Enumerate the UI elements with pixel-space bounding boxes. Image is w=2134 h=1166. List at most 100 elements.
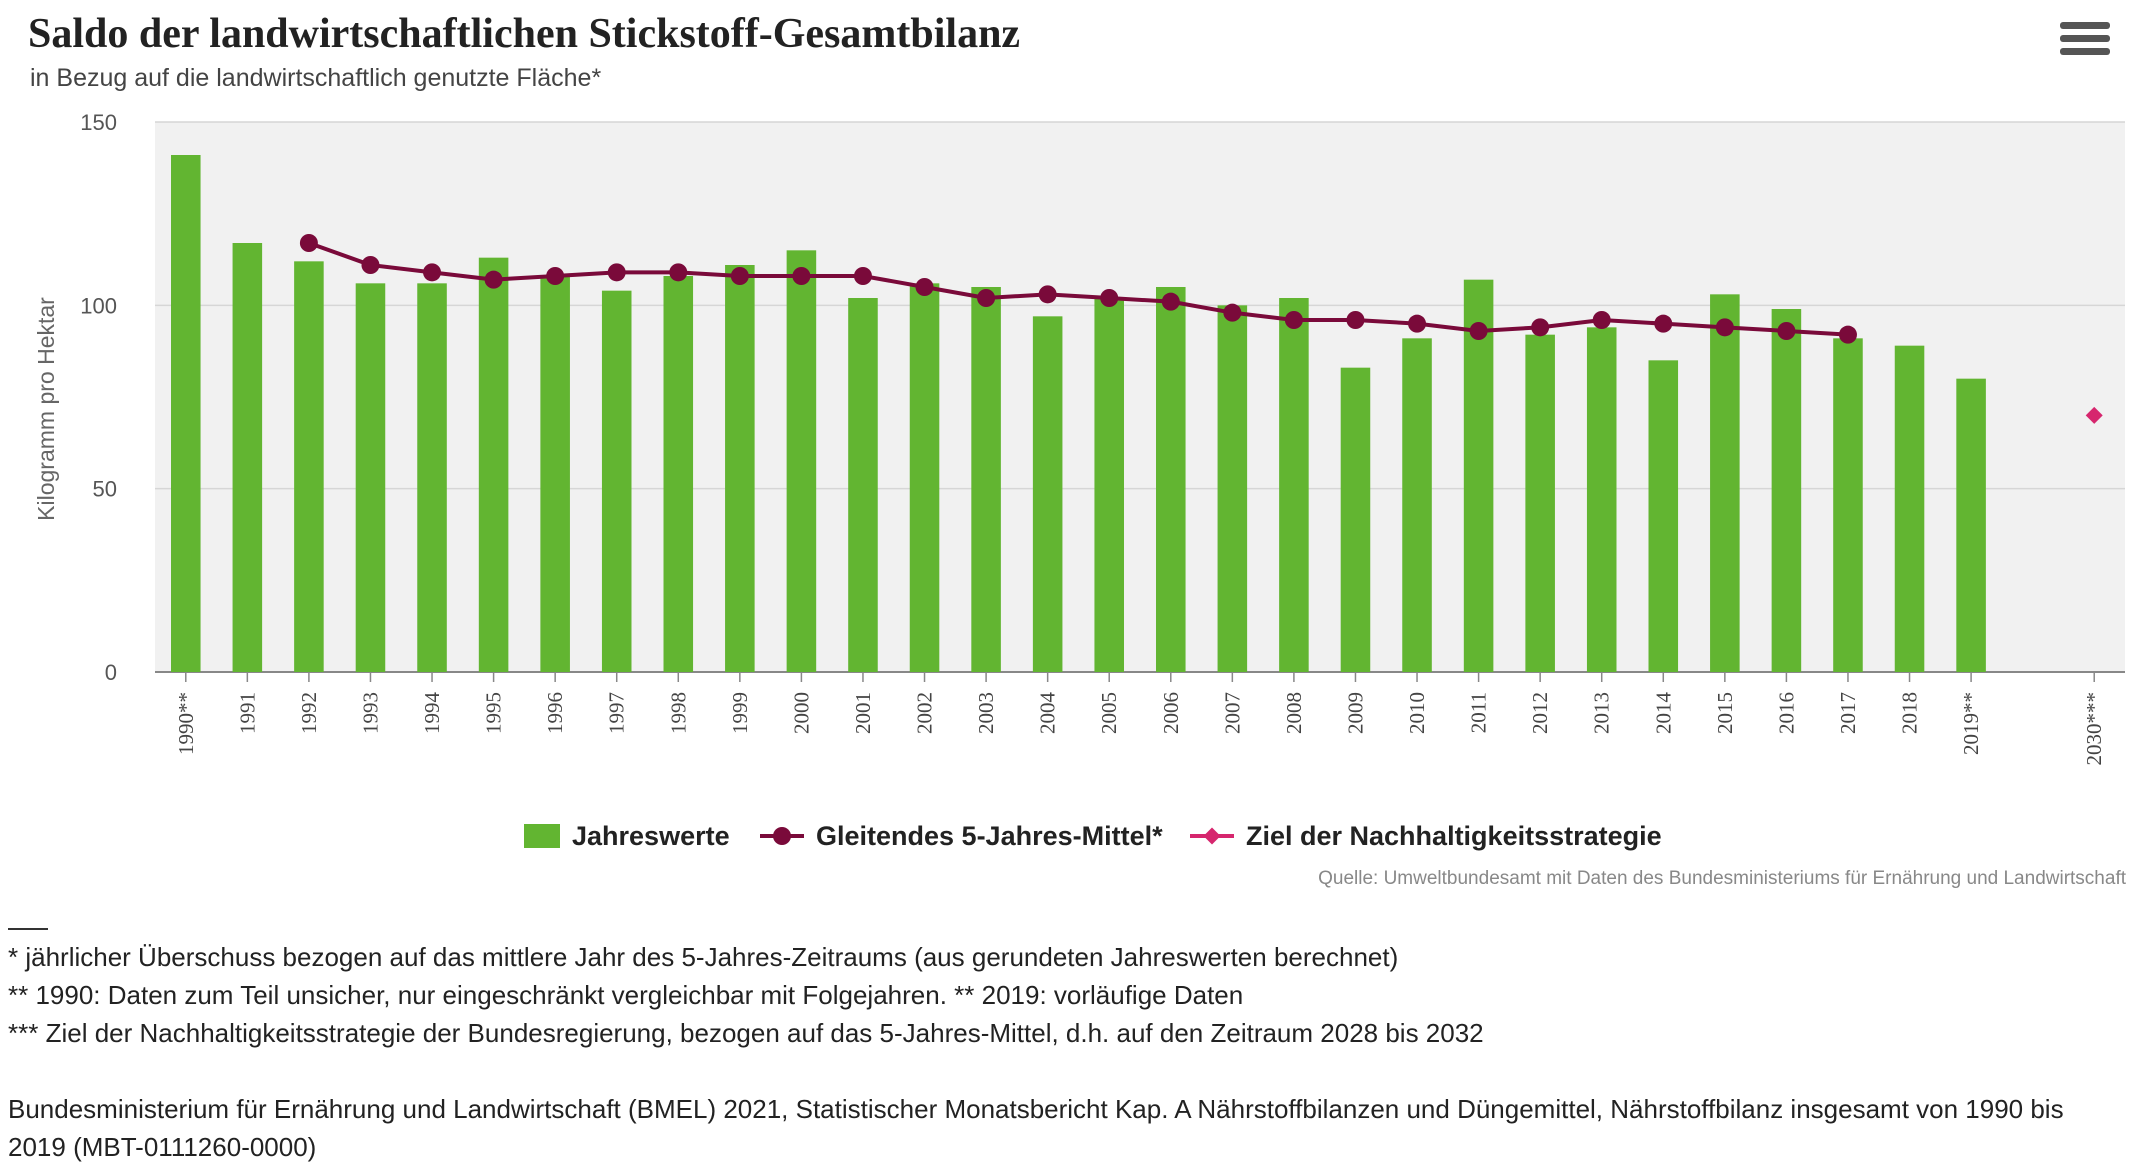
- moving-average-point: [299, 234, 318, 252]
- bar: [1402, 338, 1432, 672]
- bar: [1648, 360, 1679, 672]
- bar: [417, 283, 447, 672]
- moving-average-point: [1715, 318, 1734, 337]
- bar: [1094, 298, 1124, 672]
- moving-average-point: [977, 289, 996, 307]
- x-tick-label: 2016: [1774, 692, 1798, 734]
- bar: [971, 287, 1001, 672]
- moving-average-point: [1161, 292, 1180, 311]
- moving-average-point: [1777, 322, 1796, 340]
- bar: [171, 155, 201, 672]
- bar: [1340, 367, 1371, 672]
- legend-line-swatch: [760, 827, 804, 845]
- chart-svg: 0 50 100 150 1990** 1991 1992 1993 1994 1995 1996…: [33, 110, 2125, 766]
- bar: [1463, 279, 1494, 672]
- bar: [1833, 338, 1863, 672]
- plot-area: [155, 122, 2125, 672]
- legend-label-ziel: Ziel der Nachhaltigkeitsstrategie: [1246, 820, 1662, 851]
- moving-average-point: [1223, 303, 1242, 322]
- moving-average-point: [1838, 325, 1857, 344]
- bar: [1771, 309, 1802, 672]
- legend: Jahreswerte Gleitendes 5-Jahres-Mittel* …: [0, 814, 2134, 858]
- bar: [1217, 305, 1248, 672]
- x-tick-label: 2030***: [2082, 692, 2106, 766]
- y-tick-label: 100: [80, 293, 117, 318]
- bar: [1525, 334, 1555, 672]
- footnote-2: ** 1990: Daten zum Teil unsicher, nur ei…: [8, 980, 1244, 1010]
- footnote-3: *** Ziel der Nachhaltigkeitsstrategie de…: [8, 1018, 1484, 1048]
- moving-average-point: [792, 267, 811, 285]
- data-citation: Bundesministerium für Ernährung und Land…: [8, 1094, 2064, 1162]
- x-tick-label: 2010: [1405, 692, 1429, 734]
- bar: [1279, 298, 1309, 672]
- x-tick-label: 2008: [1282, 692, 1306, 734]
- x-tick-label: 1997: [605, 692, 629, 734]
- x-tick-label: 2003: [974, 692, 998, 734]
- legend-target-swatch: [1190, 827, 1234, 845]
- x-tick-label: 2005: [1097, 692, 1121, 734]
- bar: [1956, 378, 1986, 672]
- x-tick-label: 2006: [1159, 692, 1183, 734]
- x-tick-label: 2019**: [1959, 692, 1983, 755]
- x-tick-label: 2002: [913, 692, 937, 734]
- x-tick-label: 2004: [1036, 692, 1060, 735]
- x-tick-label: 1990**: [174, 692, 198, 755]
- x-tick-label: 1999: [728, 692, 752, 734]
- moving-average-point: [607, 263, 626, 282]
- bar: [294, 261, 324, 672]
- moving-average-point: [1469, 322, 1488, 340]
- legend-item-ziel[interactable]: Ziel der Nachhaltigkeitsstrategie: [1190, 814, 1662, 858]
- bar: [1032, 316, 1063, 672]
- moving-average-point: [1654, 314, 1673, 333]
- moving-average-point: [1531, 318, 1550, 337]
- x-tick-label: 2013: [1590, 692, 1614, 734]
- moving-average-point: [546, 267, 565, 285]
- x-tick-label: 1996: [543, 692, 567, 734]
- moving-average-point: [1100, 289, 1119, 307]
- moving-average-point: [1346, 311, 1365, 329]
- moving-average-point: [361, 256, 380, 274]
- chart-title: Saldo der landwirtschaftlichen Stickstof…: [28, 11, 1021, 57]
- moving-average-point: [1038, 285, 1057, 304]
- hamburger-menu-icon[interactable]: [2060, 22, 2110, 66]
- moving-average-point: [730, 267, 749, 285]
- x-tick-label: 2018: [1898, 692, 1922, 734]
- moving-average-point: [853, 267, 872, 285]
- bar: [1156, 287, 1186, 672]
- y-axis-label: Kilogramm pro Hektar: [33, 297, 59, 521]
- bar: [909, 283, 940, 672]
- bar: [1894, 345, 1925, 672]
- x-tick-label: 2011: [1467, 692, 1491, 733]
- legend-bar-swatch: [524, 824, 560, 848]
- moving-average-point: [423, 263, 442, 282]
- footnote-divider: [8, 928, 48, 930]
- moving-average-line: [308, 241, 1849, 337]
- moving-average-point: [915, 278, 934, 296]
- legend-label-jahreswerte: Jahreswerte: [572, 820, 730, 851]
- x-tick-label: 2014: [1651, 692, 1675, 735]
- y-tick-label: 150: [80, 110, 117, 135]
- bar: [540, 276, 570, 672]
- x-tick-label: 2009: [1343, 692, 1367, 734]
- x-tick-label: 1994: [420, 692, 444, 735]
- bar: [232, 243, 263, 672]
- x-tick-label: 2007: [1220, 692, 1244, 734]
- bar: [478, 257, 509, 672]
- legend-item-jahreswerte[interactable]: Jahreswerte: [524, 814, 730, 858]
- moving-average-point: [669, 263, 688, 282]
- bar: [786, 250, 817, 673]
- y-tick-label: 0: [105, 660, 117, 685]
- legend-item-gleitendes-mittel[interactable]: Gleitendes 5-Jahres-Mittel*: [760, 814, 1163, 858]
- moving-average-point: [484, 270, 503, 289]
- x-tick-label: 1993: [358, 692, 382, 734]
- x-tick-label: 1995: [482, 692, 506, 734]
- bar: [355, 283, 386, 672]
- bar: [848, 298, 878, 672]
- bar: [1710, 294, 1740, 672]
- x-tick-label: 2001: [851, 692, 875, 734]
- moving-average-point: [1408, 314, 1427, 333]
- bar: [725, 265, 755, 672]
- x-tick-label: 1992: [297, 692, 321, 734]
- source-credit: Quelle: Umweltbundesamt mit Daten des Bu…: [1318, 868, 2126, 889]
- bar: [1586, 327, 1617, 672]
